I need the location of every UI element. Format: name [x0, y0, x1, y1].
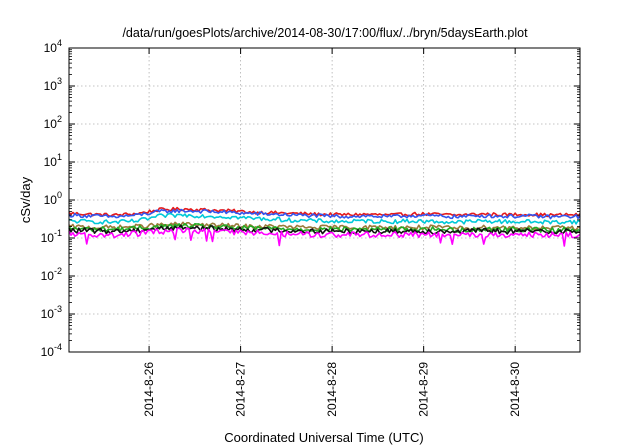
grid [69, 48, 580, 352]
y-tick-label: 100 [44, 190, 62, 207]
series-line-3 [69, 212, 581, 225]
y-tick-label: 101 [44, 152, 62, 169]
x-axis-label: Coordinated Universal Time (UTC) [224, 430, 423, 445]
series-line-7 [68, 227, 581, 247]
y-axis-label: cSv/day [18, 176, 33, 223]
series-line-6 [68, 224, 581, 235]
x-tick-label: 2014-8-29 [417, 362, 431, 417]
y-tick-label: 103 [44, 76, 62, 93]
y-tick-label: 10-3 [41, 304, 62, 321]
x-tick-label: 2014-8-28 [325, 362, 339, 417]
y-tick-label: 10-1 [41, 228, 62, 245]
x-tick-label: 2014-8-30 [508, 362, 522, 417]
y-tick-label: 10-2 [41, 266, 62, 283]
y-tick-label: 104 [44, 38, 62, 55]
x-tick-label: 2014-8-27 [234, 362, 248, 417]
y-tick-label: 102 [44, 114, 62, 131]
series-line-1 [68, 206, 581, 218]
y-axis: 10-4 10-3 10-2 10-1 100 101 102 103 104 [41, 38, 580, 359]
series-line-5 [68, 223, 581, 234]
chart-title: /data/run/goesPlots/archive/2014-08-30/1… [122, 26, 528, 40]
y-tick-label: 10-4 [41, 342, 62, 359]
series-line-2 [68, 208, 581, 220]
x-tick-label: 2014-8-26 [142, 362, 156, 417]
series-layer [68, 206, 581, 247]
x-axis: 2014-8-26 2014-8-27 2014-8-28 2014-8-29 2014… [142, 48, 522, 417]
